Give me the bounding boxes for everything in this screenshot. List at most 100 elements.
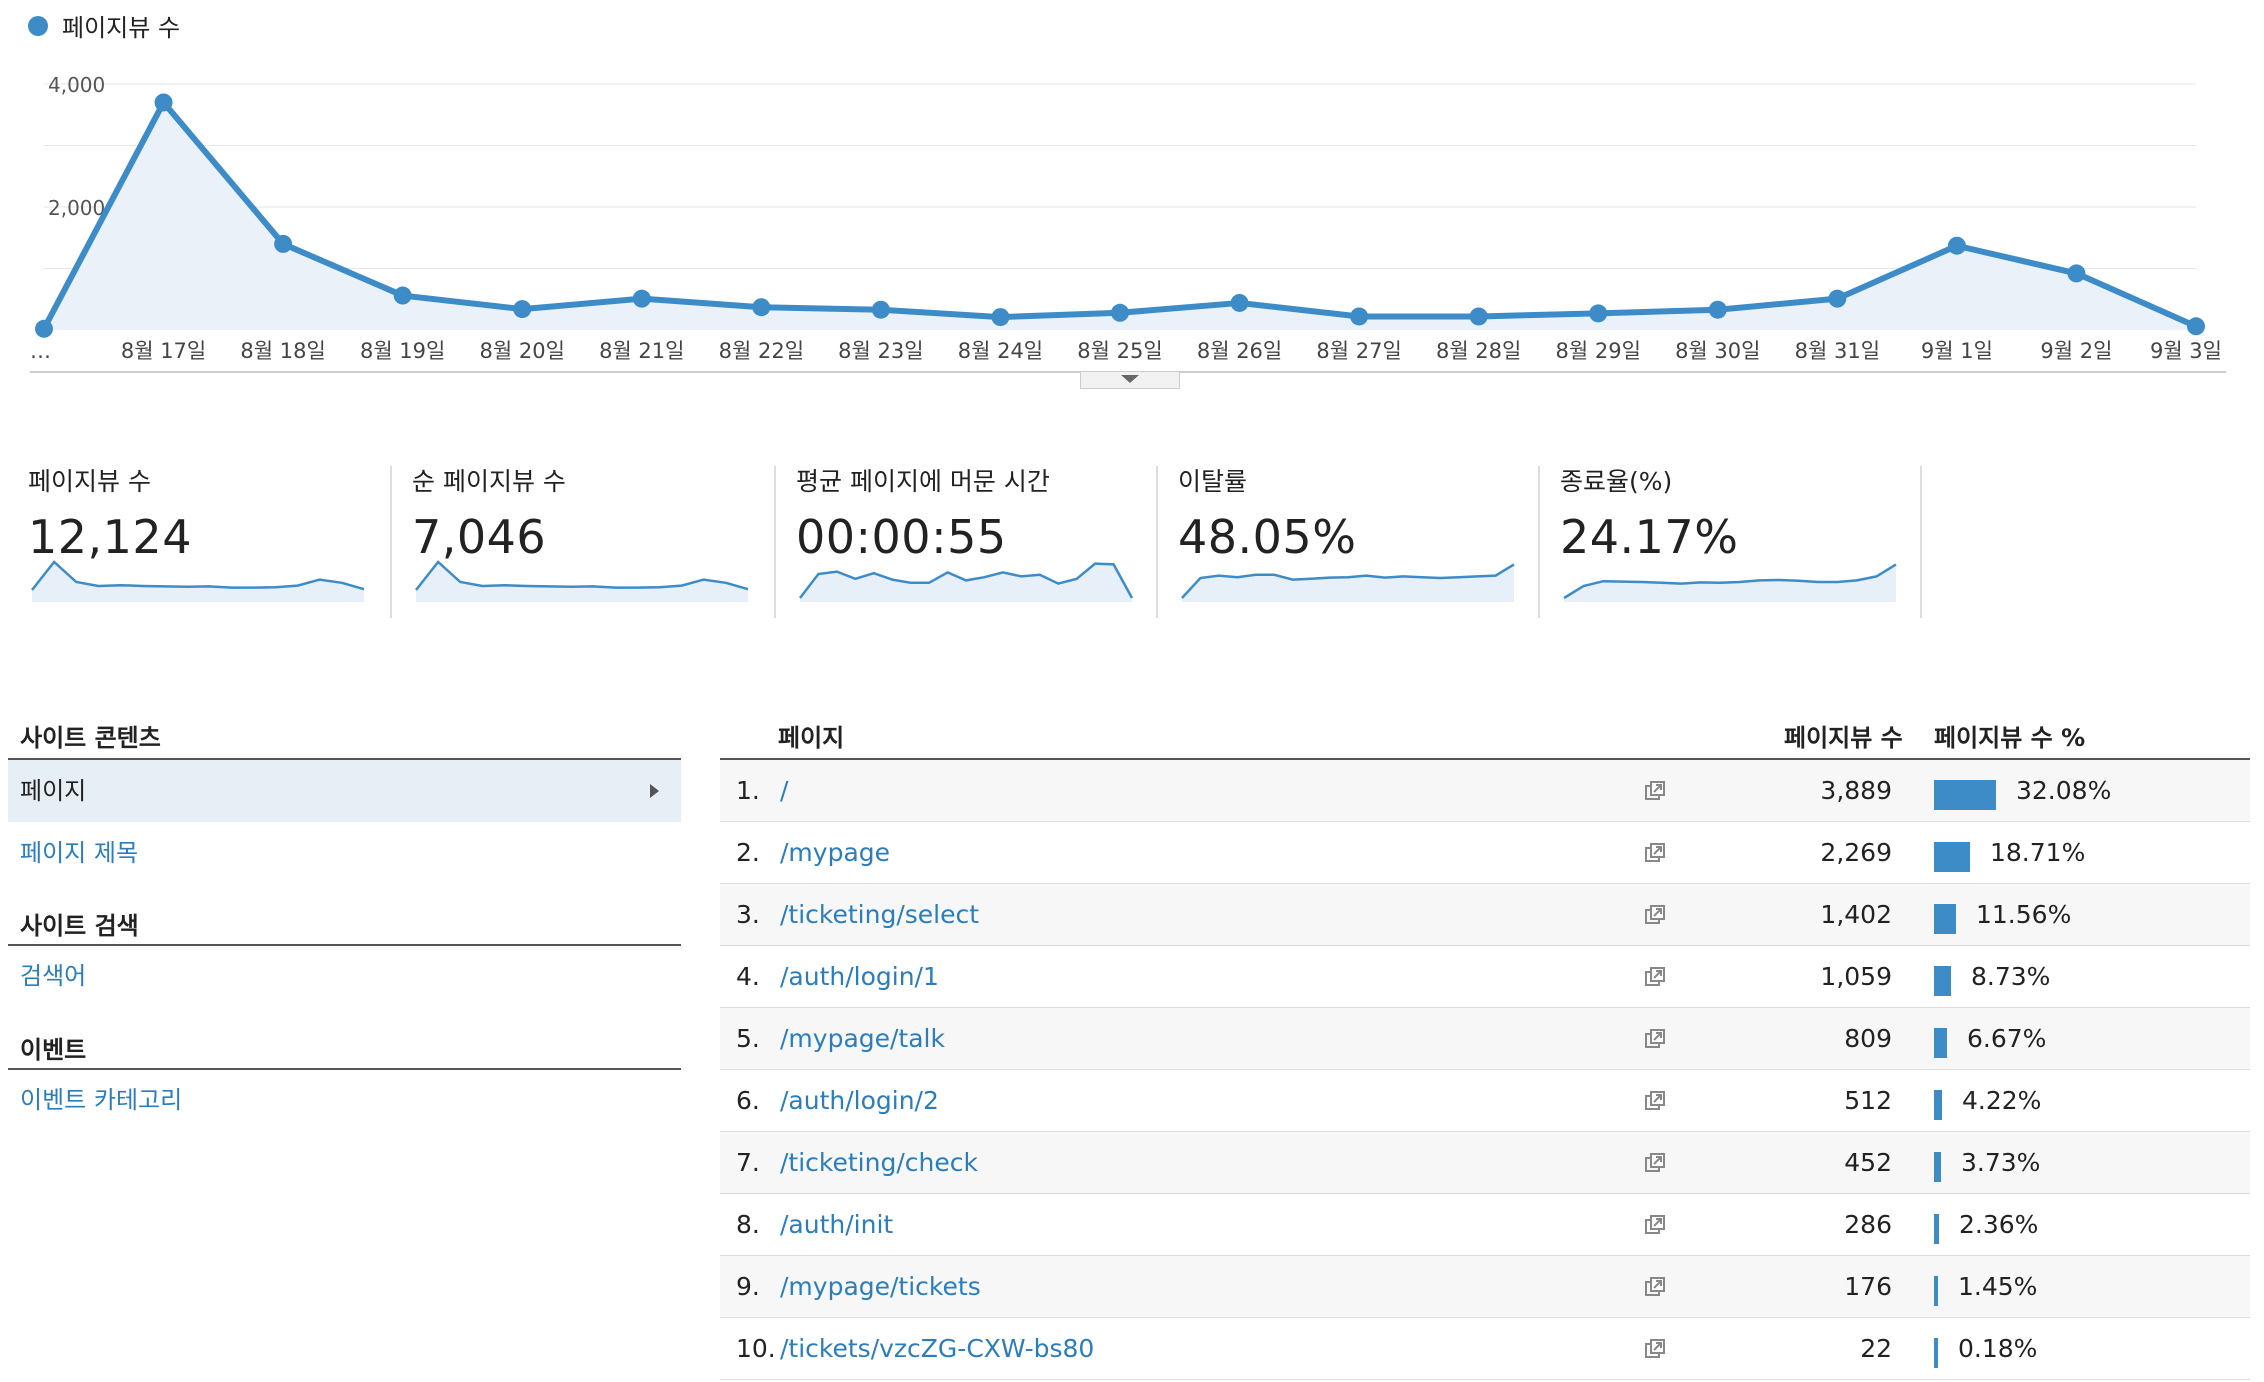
open-external-icon[interactable]: [1644, 842, 1666, 864]
x-tick-label: 8월 29일: [1556, 339, 1641, 363]
metric-label: 페이지뷰 수: [28, 467, 151, 496]
column-header-pageviews-percent[interactable]: 페이지뷰 수 %: [1934, 724, 2086, 752]
open-external-icon[interactable]: [1644, 1028, 1666, 1050]
legend-series-label: 페이지뷰 수: [62, 14, 181, 42]
row-percent: 2.36%: [1959, 1210, 2039, 1239]
percent-bar: [1934, 966, 1951, 996]
table-row[interactable]: 5. /mypage/talk 809 6.67%: [720, 1008, 2250, 1070]
metric-value: 00:00:55: [796, 510, 1007, 564]
page-link[interactable]: /ticketing/select: [780, 900, 980, 929]
row-rank: 3.: [736, 900, 760, 929]
open-external-icon[interactable]: [1644, 904, 1666, 926]
row-pageviews: 2,269: [1820, 838, 1892, 867]
metric-exit-rate[interactable]: 종료율(%) 24.17%: [1560, 462, 1897, 622]
row-percent: 11.56%: [1976, 900, 2072, 929]
metric-avg-time-on-page[interactable]: 평균 페이지에 머문 시간 00:00:55: [796, 462, 1134, 622]
table-row[interactable]: 6. /auth/login/2 512 4.22%: [720, 1070, 2250, 1132]
table-row[interactable]: 1. / 3,889 32.08%: [720, 760, 2250, 822]
percent-bar: [1934, 1152, 1941, 1182]
data-point: [752, 298, 771, 317]
x-tick-label: 8월 31일: [1795, 339, 1880, 363]
metric-sparkline: [415, 560, 749, 602]
open-external-icon[interactable]: [1644, 780, 1666, 802]
nav-item-event-category[interactable]: 이벤트 카테고리: [8, 1069, 681, 1131]
table-row[interactable]: 4. /auth/login/1 1,059 8.73%: [720, 946, 2250, 1008]
row-rank: 4.: [736, 962, 760, 991]
open-external-icon[interactable]: [1644, 1152, 1666, 1174]
x-tick-label: …: [30, 339, 51, 363]
row-rank: 5.: [736, 1024, 760, 1053]
row-pageviews: 512: [1844, 1086, 1892, 1115]
table-row[interactable]: 8. /auth/init 286 2.36%: [720, 1194, 2250, 1256]
x-tick-label: 9월 3일: [2150, 339, 2222, 363]
row-pageviews: 1,059: [1820, 962, 1892, 991]
metric-divider: [1538, 466, 1540, 618]
data-point: [393, 286, 412, 305]
table-row[interactable]: 7. /ticketing/check 452 3.73%: [720, 1132, 2250, 1194]
table-row[interactable]: 3. /ticketing/select 1,402 11.56%: [720, 884, 2250, 946]
table-row[interactable]: 10./tickets/vzcZG-CXW-bs80 22 0.18%: [720, 1318, 2250, 1380]
metric-sparkline: [31, 560, 365, 602]
page-link[interactable]: /auth/login/1: [780, 962, 939, 991]
page-link[interactable]: /auth/login/2: [780, 1086, 939, 1115]
chart-expand-toggle[interactable]: [1080, 372, 1180, 389]
metric-pageviews[interactable]: 페이지뷰 수 12,124: [28, 462, 365, 622]
nav-item-page[interactable]: 페이지: [8, 760, 681, 822]
row-rank: 2.: [736, 838, 760, 867]
x-tick-label: 8월 22일: [719, 339, 804, 363]
row-percent: 3.73%: [1961, 1148, 2041, 1177]
row-pageviews: 1,402: [1820, 900, 1892, 929]
page-link[interactable]: /mypage/tickets: [780, 1272, 981, 1301]
row-pageviews: 452: [1844, 1148, 1892, 1177]
nav-item-search-term[interactable]: 검색어: [8, 945, 681, 1007]
page-link[interactable]: /tickets/vzcZG-CXW-bs80: [780, 1334, 1095, 1363]
chart-legend[interactable]: 페이지뷰 수: [28, 8, 180, 43]
chevron-down-icon: [1121, 375, 1139, 383]
data-point: [1589, 304, 1608, 323]
sparkline-line: [1181, 563, 1515, 599]
x-tick-label: 8월 23일: [838, 339, 923, 363]
table-row[interactable]: 2. /mypage 2,269 18.71%: [720, 822, 2250, 884]
page-link[interactable]: /mypage/talk: [780, 1024, 945, 1053]
nav-item-label: 페이지: [20, 777, 87, 805]
nav-item-label: 검색어: [20, 962, 87, 990]
open-external-icon[interactable]: [1644, 966, 1666, 988]
page-link[interactable]: /: [780, 776, 789, 805]
page-link[interactable]: /auth/init: [780, 1210, 894, 1239]
row-percent: 0.18%: [1958, 1334, 2038, 1363]
page-link[interactable]: /ticketing/check: [780, 1148, 978, 1177]
legend-series-dot: [28, 15, 48, 36]
data-point: [1828, 289, 1847, 308]
open-external-icon[interactable]: [1644, 1090, 1666, 1112]
sparkline-area: [1182, 564, 1514, 602]
percent-bar: [1934, 1090, 1942, 1120]
row-rank: 10.: [736, 1334, 776, 1363]
data-point: [35, 319, 53, 338]
data-point: [1469, 307, 1488, 326]
pageviews-line-chart: 4,000 2,000 … 8월 17일 8월 18일 8월 19일 8월 20일 8월 21…: [30, 73, 2226, 373]
sparkline-line: [799, 562, 1134, 599]
row-pageviews: 809: [1844, 1024, 1892, 1053]
x-tick-label: 9월 2일: [2040, 339, 2112, 363]
row-pageviews: 3,889: [1820, 776, 1892, 805]
row-pageviews: 176: [1844, 1272, 1892, 1301]
data-point: [513, 300, 532, 319]
metric-label: 순 페이지뷰 수: [412, 467, 566, 496]
page-link[interactable]: /mypage: [780, 838, 891, 867]
nav-divider: [8, 1068, 681, 1070]
open-external-icon[interactable]: [1644, 1276, 1666, 1298]
row-rank: 8.: [736, 1210, 760, 1239]
nav-item-page-title[interactable]: 페이지 제목: [8, 822, 681, 884]
row-percent: 8.73%: [1971, 962, 2051, 991]
metric-unique-pageviews[interactable]: 순 페이지뷰 수 7,046: [412, 462, 749, 622]
data-point: [632, 289, 651, 308]
column-header-page[interactable]: 페이지: [778, 724, 845, 752]
row-rank: 7.: [736, 1148, 760, 1177]
open-external-icon[interactable]: [1644, 1338, 1666, 1360]
metric-bounce-rate[interactable]: 이탈률 48.05%: [1178, 462, 1515, 622]
x-tick-label: 8월 30일: [1675, 339, 1760, 363]
column-header-pageviews[interactable]: 페이지뷰 수: [1784, 724, 1903, 752]
open-external-icon[interactable]: [1644, 1214, 1666, 1236]
row-pageviews: 22: [1860, 1334, 1892, 1363]
table-row[interactable]: 9. /mypage/tickets 176 1.45%: [720, 1256, 2250, 1318]
